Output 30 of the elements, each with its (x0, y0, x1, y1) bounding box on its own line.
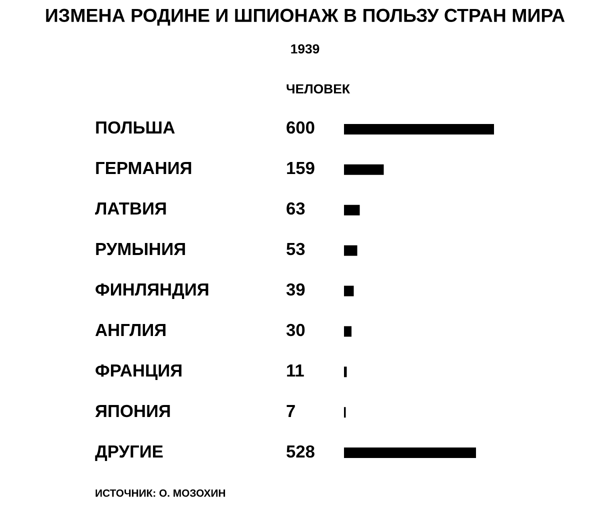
chart-subtitle: 1939 (291, 44, 320, 54)
y-tick-label: АНГЛИЯ (95, 324, 166, 336)
chart-title: ИЗМЕНА РОДИНЕ И ШПИОНАЖ В ПОЛЬЗУ СТРАН МИРА (46, 8, 565, 26)
y-tick-label: ФИНЛЯНДИЯ (96, 283, 208, 299)
y-tick-label: ЛАТВИЯ (95, 202, 166, 215)
bar (344, 448, 476, 458)
bar (344, 204, 360, 216)
bar (344, 124, 494, 134)
data-label: 39 (286, 283, 305, 296)
x-axis-title: ЧЕЛОВЕК (286, 84, 350, 94)
y-tick-label: ГЕРМАНИЯ (96, 162, 192, 174)
data-label: 11 (287, 364, 304, 376)
y-tick-label: ФРАНЦИЯ (96, 364, 182, 380)
y-tick-label: ПОЛЬША (96, 121, 175, 134)
data-label: 600 (286, 121, 314, 134)
bar (344, 286, 354, 296)
bar (344, 366, 347, 378)
data-label: 159 (287, 162, 314, 174)
y-tick-label: ЯПОНИЯ (95, 404, 170, 418)
data-label: 63 (286, 202, 305, 215)
data-label: 30 (286, 324, 305, 336)
bar (344, 164, 384, 175)
data-label: 7 (286, 405, 295, 417)
text: ИСТОЧНИК: О. МОЗОХИН (96, 489, 226, 497)
bar (344, 245, 358, 256)
data-label: 528 (286, 445, 314, 458)
data-label: 53 (286, 242, 305, 256)
y-tick-label: РУМЫНИЯ (96, 243, 185, 256)
y-tick-label: ДРУГИЕ (95, 446, 163, 461)
bar (344, 326, 352, 337)
